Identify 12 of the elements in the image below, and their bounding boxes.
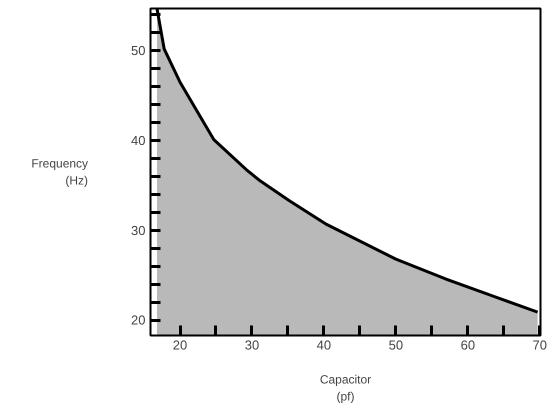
- y-tick-label: 40: [131, 133, 146, 148]
- y-tick-label: 30: [131, 222, 146, 238]
- y-axis-title: Frequency (Hz): [31, 156, 88, 188]
- x-tick-label: 70: [532, 338, 548, 352]
- y-tick-label: 20: [131, 312, 146, 328]
- x-tick-label: 60: [460, 338, 476, 352]
- x-tick-label: 50: [388, 338, 404, 352]
- x-tick-label: 40: [316, 338, 332, 352]
- x-tick-label: 20: [172, 338, 188, 352]
- y-tick-label: 50: [131, 43, 146, 58]
- x-axis-title: Capacitor (pf): [320, 372, 372, 404]
- x-tick-label: 30: [244, 338, 260, 352]
